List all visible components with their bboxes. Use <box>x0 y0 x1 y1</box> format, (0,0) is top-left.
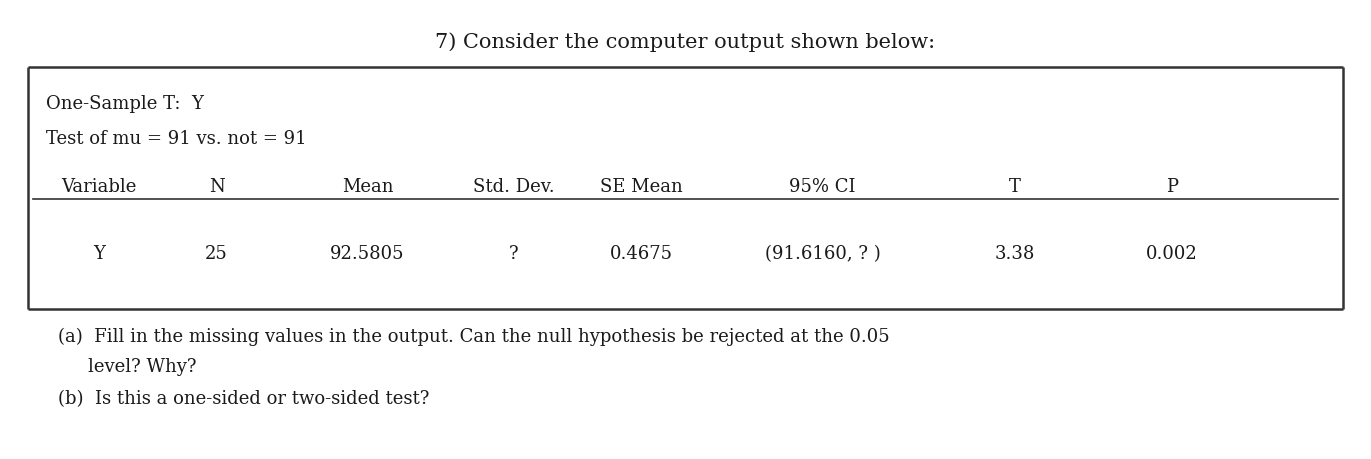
Text: 7) Consider the computer output shown below:: 7) Consider the computer output shown be… <box>436 32 935 51</box>
Text: 0.4675: 0.4675 <box>610 245 673 263</box>
Text: N: N <box>208 178 225 196</box>
Text: T: T <box>1009 178 1020 196</box>
Text: Mean: Mean <box>341 178 393 196</box>
Text: One-Sample T:  Y: One-Sample T: Y <box>47 95 204 113</box>
Text: Std. Dev.: Std. Dev. <box>473 178 555 196</box>
Text: Variable: Variable <box>62 178 136 196</box>
Text: 3.38: 3.38 <box>994 245 1035 263</box>
Text: (a)  Fill in the missing values in the output. Can the null hypothesis be reject: (a) Fill in the missing values in the ou… <box>58 327 890 346</box>
Text: SE Mean: SE Mean <box>600 178 683 196</box>
Text: 92.5805: 92.5805 <box>330 245 404 263</box>
Text: 0.002: 0.002 <box>1146 245 1198 263</box>
Text: Y: Y <box>93 245 104 263</box>
Text: P: P <box>1167 178 1178 196</box>
Text: ?: ? <box>509 245 520 263</box>
Text: (b)  Is this a one-sided or two-sided test?: (b) Is this a one-sided or two-sided tes… <box>58 389 429 407</box>
Text: (91.6160, ? ): (91.6160, ? ) <box>765 245 880 263</box>
Text: 25: 25 <box>206 245 228 263</box>
Text: level? Why?: level? Why? <box>88 357 196 375</box>
Text: Test of mu = 91 vs. not = 91: Test of mu = 91 vs. not = 91 <box>47 130 307 148</box>
Text: 95% CI: 95% CI <box>790 178 856 196</box>
